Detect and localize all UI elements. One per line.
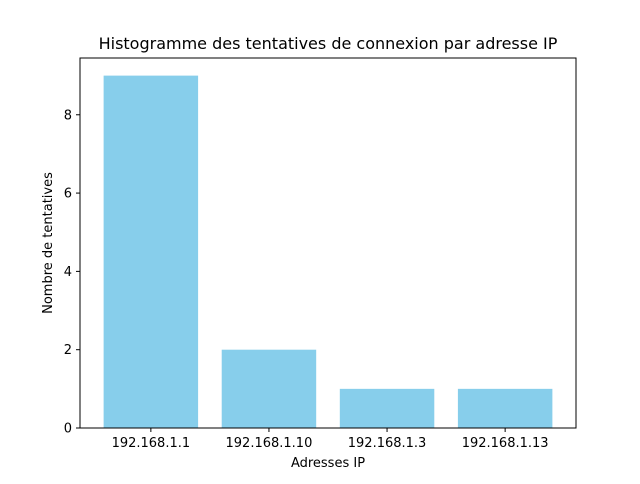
- y-axis-label: Nombre de tentatives: [41, 172, 56, 314]
- bars-layer: [103, 75, 553, 429]
- bar: [339, 388, 435, 428]
- bar: [103, 75, 199, 429]
- x-axis-label: Adresses IP: [291, 456, 365, 471]
- bar: [457, 388, 553, 428]
- chart-title: Histogramme des tentatives de connexion …: [99, 34, 558, 53]
- x-axis-ticks: 192.168.1.1 192.168.1.10 192.168.1.3 192.16…: [112, 428, 549, 451]
- x-tick-label: 192.168.1.10: [226, 436, 313, 451]
- x-tick-label: 192.168.1.13: [462, 436, 549, 451]
- y-tick-label: 0: [64, 422, 72, 437]
- y-tick-label: 8: [64, 108, 72, 123]
- y-tick-label: 4: [64, 265, 72, 280]
- x-tick-label: 192.168.1.1: [112, 436, 191, 451]
- y-axis-ticks: 0 2 4 6 8: [64, 108, 80, 437]
- y-tick-label: 6: [64, 187, 72, 202]
- x-tick-label: 192.168.1.3: [348, 436, 427, 451]
- bar: [221, 349, 317, 428]
- y-tick-label: 2: [64, 343, 72, 358]
- plot-frame: [79, 57, 577, 429]
